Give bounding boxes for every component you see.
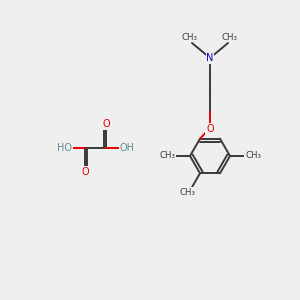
Text: CH₃: CH₃ — [245, 152, 261, 160]
Text: CH₃: CH₃ — [222, 32, 238, 41]
Text: CH₃: CH₃ — [159, 152, 175, 160]
Text: O: O — [206, 124, 214, 134]
Text: O: O — [102, 119, 110, 129]
Text: OH: OH — [119, 143, 134, 153]
Text: O: O — [81, 167, 89, 177]
Text: HO: HO — [58, 143, 73, 153]
Text: N: N — [206, 53, 214, 63]
Text: CH₃: CH₃ — [179, 188, 195, 197]
Text: CH₃: CH₃ — [182, 32, 198, 41]
